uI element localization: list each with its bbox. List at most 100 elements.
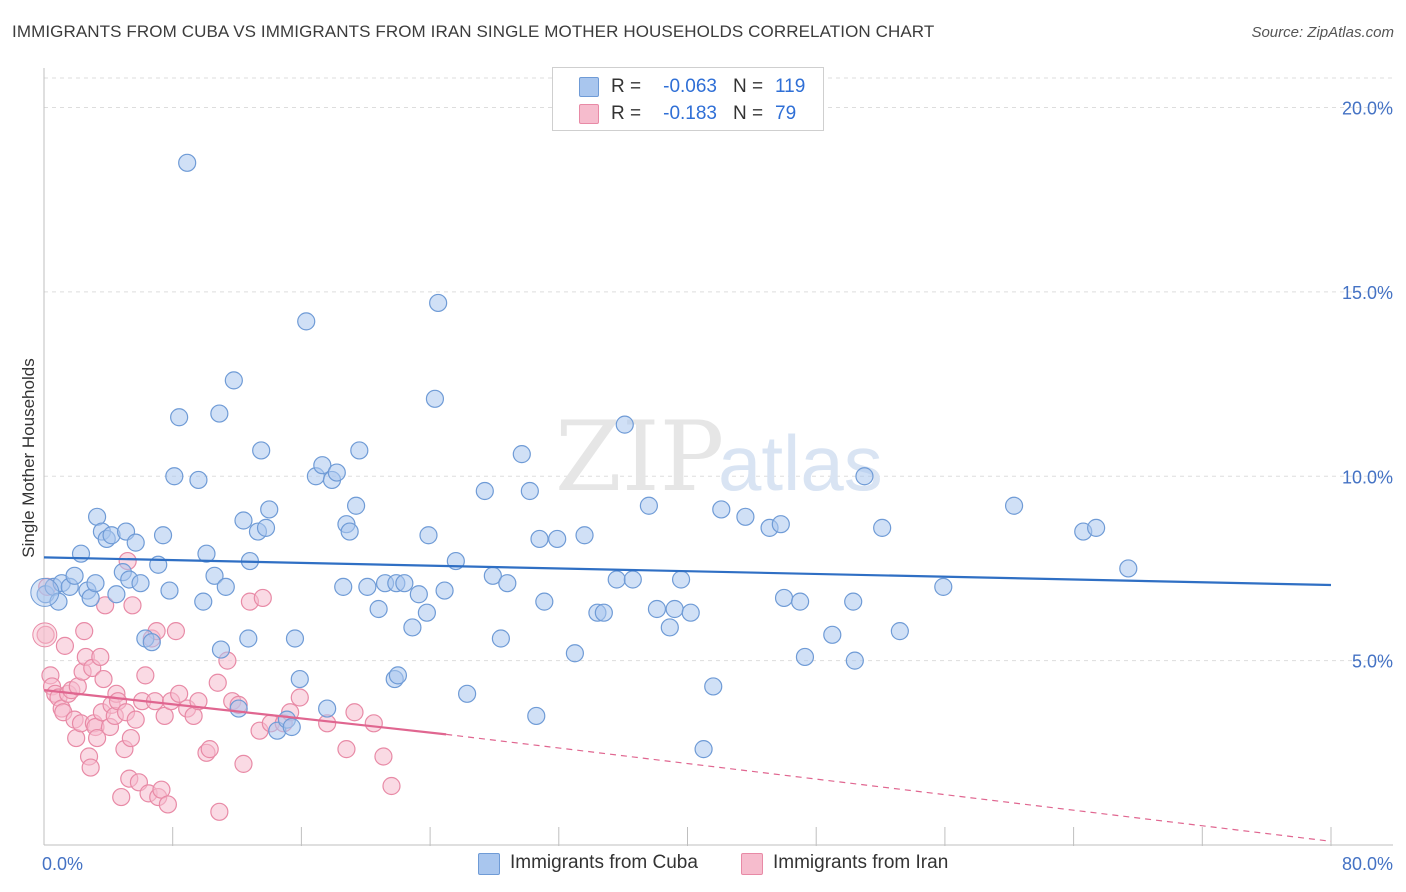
cuba-point <box>704 677 723 696</box>
cuba-point <box>425 389 445 408</box>
cuba-point <box>131 574 150 593</box>
iran-point <box>91 647 110 667</box>
iran-point <box>55 636 75 655</box>
iran-point <box>126 710 145 729</box>
cuba-point <box>639 496 658 515</box>
cuba-point <box>607 570 626 589</box>
cuba-point <box>239 629 258 648</box>
cuba-point <box>216 577 235 596</box>
legend-n-label: N = <box>733 76 764 97</box>
iran-trend-extension <box>446 733 1332 842</box>
cuba-point <box>327 463 346 482</box>
cuba-point <box>681 603 700 622</box>
x-tick-max: 80.0% <box>1342 854 1393 874</box>
trend-lines <box>43 556 1332 842</box>
cuba-point <box>671 570 691 589</box>
iran-point <box>189 692 208 711</box>
cuba-point <box>498 574 517 593</box>
iran-point <box>374 747 393 766</box>
cuba-point <box>548 529 567 549</box>
iran-point <box>75 622 94 641</box>
iran-point <box>345 703 364 722</box>
iran-point <box>166 622 186 641</box>
cuba-point <box>458 684 477 703</box>
cuba-point <box>297 312 316 331</box>
y-tick-label: 10.0% <box>1342 467 1393 487</box>
cuba-point <box>429 293 448 313</box>
cuba-point-cluster <box>30 577 60 607</box>
cuba-point <box>1004 496 1024 515</box>
axes <box>43 68 1393 846</box>
legend-row-cuba: R = -0.063 N = 119 <box>553 74 823 100</box>
cuba-point <box>520 481 539 501</box>
watermark-zip: ZIP <box>555 401 724 513</box>
cuba-point <box>823 625 842 644</box>
cuba-point <box>409 585 428 604</box>
cuba-point <box>153 526 173 545</box>
legend-row-iran: R = -0.183 N = 79 <box>553 101 823 127</box>
cuba-points <box>30 153 1138 759</box>
iran-swatch <box>741 853 763 875</box>
cuba-point <box>890 622 909 641</box>
cuba-point <box>530 529 549 549</box>
iran-swatch <box>579 104 599 124</box>
iran-point <box>94 669 113 689</box>
cuba-point <box>211 640 231 659</box>
cuba-point <box>395 574 414 593</box>
cuba-point <box>403 618 422 637</box>
cuba-point <box>71 544 91 563</box>
cuba-point <box>340 522 359 541</box>
cuba-point <box>771 515 790 534</box>
iran-point <box>234 754 253 773</box>
cuba-point <box>224 371 243 390</box>
iran-point <box>158 795 177 814</box>
cuba-point <box>512 445 531 464</box>
cuba-point <box>285 629 305 648</box>
cuba-point <box>934 577 953 596</box>
cuba-point <box>334 577 353 596</box>
cuba-point <box>527 706 546 726</box>
cuba-point <box>873 518 892 537</box>
cuba-point <box>369 599 388 619</box>
cuba-point <box>795 647 815 667</box>
watermark-atlas: atlas <box>718 419 883 507</box>
legend-n-label: N = <box>733 103 764 124</box>
cuba-point <box>358 577 377 596</box>
iran-point <box>123 596 142 615</box>
iran-point <box>87 728 107 748</box>
iran-point <box>364 714 383 733</box>
cuba-point <box>210 404 229 423</box>
cuba-point <box>774 588 794 608</box>
y-axis-label: Single Mother Households <box>19 358 38 557</box>
grid <box>44 77 1393 662</box>
iran-point <box>210 802 229 821</box>
cuba-point <box>260 500 279 519</box>
iran-point <box>290 688 309 707</box>
cuba-point <box>126 533 145 552</box>
cuba-swatch <box>579 77 599 97</box>
cuba-point <box>1087 518 1106 537</box>
cuba-legend-label: Immigrants from Cuba <box>510 852 698 873</box>
x-tick-min: 0.0% <box>42 854 83 874</box>
y-tick-label: 5.0% <box>1352 652 1393 672</box>
cuba-point <box>491 629 510 648</box>
cuba-point <box>178 153 197 172</box>
cuba-point <box>313 456 332 475</box>
cuba-point <box>575 526 594 545</box>
cuba-point <box>234 511 253 530</box>
cuba-point <box>665 599 684 619</box>
cuba-point <box>647 599 667 619</box>
cuba-point <box>417 603 436 622</box>
cuba-swatch <box>478 853 500 875</box>
cuba-trend-line <box>43 556 1332 587</box>
cuba-point <box>475 481 494 501</box>
iran-point <box>112 787 131 807</box>
iran-point <box>253 588 272 608</box>
cuba-point <box>855 467 874 486</box>
cuba-point <box>65 566 84 585</box>
cuba-point <box>86 574 105 593</box>
cuba-point <box>318 699 337 718</box>
cuba-point <box>282 717 301 737</box>
cuba-point <box>594 603 613 622</box>
